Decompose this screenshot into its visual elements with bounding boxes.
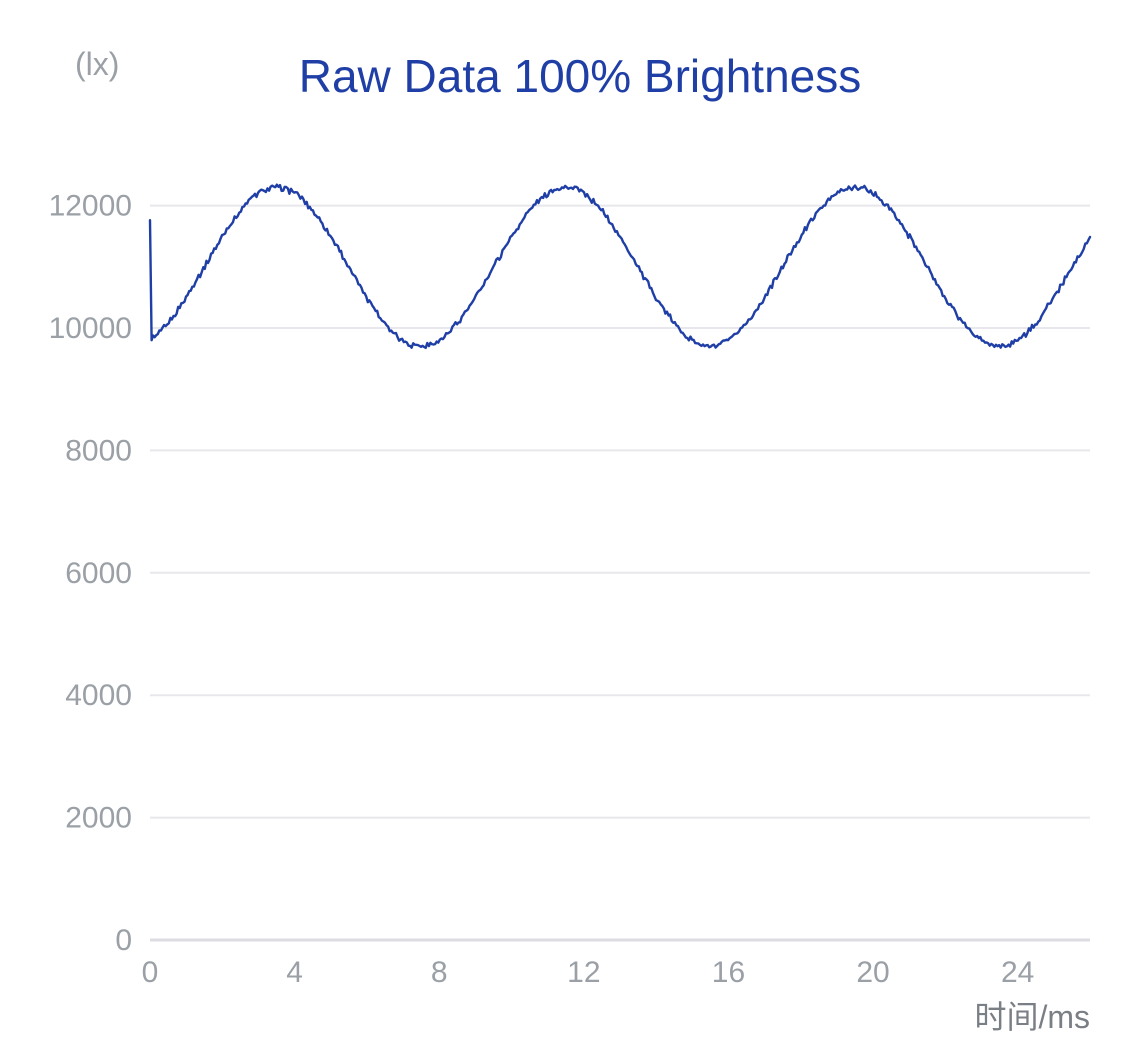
x-tick-label: 12 [567,956,600,989]
x-tick-label: 16 [712,956,745,989]
line-chart: Raw Data 100% Brightness (lx) 0 2000 4000 6… [0,0,1125,1040]
y-tick-label: 0 [115,924,132,957]
y-axis-unit-label: (lx) [75,46,119,82]
y-tick-label: 4000 [65,679,132,712]
x-tick-label: 8 [431,956,448,989]
y-tick-label: 10000 [49,312,132,345]
x-tick-label: 4 [286,956,303,989]
y-tick-label: 12000 [49,190,132,223]
x-axis-label: 时间/ms [974,999,1090,1035]
y-tick-label: 6000 [65,557,132,590]
x-tick-label: 0 [142,956,159,989]
gridlines [150,206,1090,940]
x-tick-label: 20 [856,956,889,989]
chart-container: Raw Data 100% Brightness (lx) 0 2000 4000 6… [0,0,1125,1040]
chart-title: Raw Data 100% Brightness [299,50,862,102]
data-series-line [150,185,1090,348]
x-tick-label: 24 [1001,956,1034,989]
y-axis-ticks: 0 2000 4000 6000 8000 10000 12000 [49,190,132,957]
x-axis-ticks: 0 4 8 12 16 20 24 [142,956,1035,989]
y-tick-label: 8000 [65,434,132,467]
y-tick-label: 2000 [65,802,132,835]
